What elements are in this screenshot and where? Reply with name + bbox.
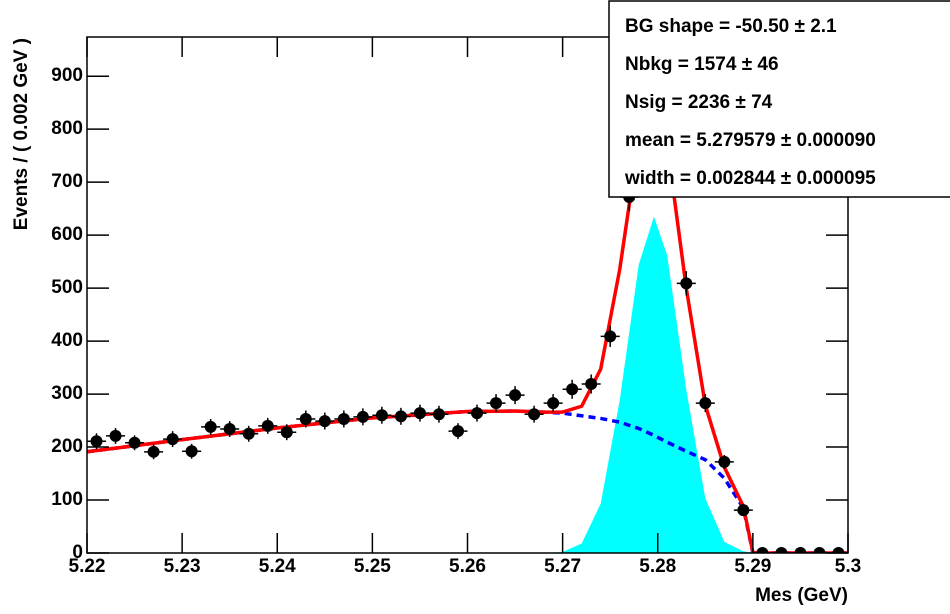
data-point <box>794 547 807 553</box>
data-point <box>223 423 236 436</box>
y-tick-label: 600 <box>51 224 83 245</box>
data-point <box>547 397 560 410</box>
x-tick-label: 5.22 <box>69 556 106 577</box>
data-point <box>299 412 312 425</box>
stats-line: mean = 5.279579 ± 0.000090 <box>625 130 876 151</box>
y-tick-label: 800 <box>51 118 83 139</box>
y-tick-label: 400 <box>51 330 83 351</box>
x-tick-label: 5.29 <box>734 556 771 577</box>
y-tick-label: 700 <box>51 171 83 192</box>
x-tick-label: 5.28 <box>639 556 676 577</box>
data-point <box>680 277 693 290</box>
data-point <box>471 407 484 420</box>
stats-line: width = 0.002844 ± 0.000095 <box>624 168 876 189</box>
data-point <box>528 408 541 421</box>
y-tick-label: 300 <box>51 383 83 404</box>
x-tick-label: 5.24 <box>259 556 296 577</box>
x-tick-label: 5.25 <box>354 556 391 577</box>
data-point <box>280 426 293 439</box>
data-point <box>699 397 712 410</box>
data-point <box>356 410 369 423</box>
data-point <box>813 547 826 553</box>
data-point <box>337 412 350 425</box>
data-point <box>375 409 388 422</box>
data-point <box>147 445 160 458</box>
data-point <box>490 397 503 410</box>
y-tick-label: 100 <box>51 489 83 510</box>
data-point <box>261 419 274 432</box>
x-tick-label: 5.26 <box>449 556 486 577</box>
data-point <box>718 455 731 468</box>
x-tick-label: 5.3 <box>835 556 861 577</box>
data-point <box>204 420 217 433</box>
data-point <box>604 330 617 343</box>
data-point <box>756 547 769 553</box>
stats-box <box>608 0 950 198</box>
x-axis-label: Mes (GeV) <box>755 585 848 606</box>
y-axis-label: Events / ( 0.002 GeV ) <box>11 38 32 230</box>
x-tick-label: 5.27 <box>544 556 581 577</box>
data-point <box>451 425 464 438</box>
data-point <box>318 415 331 428</box>
data-point <box>737 504 750 517</box>
signal-area <box>87 216 848 553</box>
data-point <box>432 408 445 421</box>
y-tick-label: 200 <box>51 436 83 457</box>
plot-area <box>87 63 848 553</box>
data-point <box>413 407 426 420</box>
data-point <box>166 433 179 446</box>
data-point <box>128 436 141 449</box>
data-point <box>832 547 845 553</box>
data-point <box>242 427 255 440</box>
stats-line: Nsig = 2236 ± 74 <box>625 92 773 113</box>
data-point <box>775 547 788 553</box>
data-point <box>394 410 407 423</box>
y-tick-label: 900 <box>51 65 83 86</box>
data-point <box>509 389 522 402</box>
stats-line: BG shape = -50.50 ± 2.1 <box>625 16 837 37</box>
x-tick-label: 5.23 <box>164 556 201 577</box>
data-point <box>90 435 103 448</box>
y-tick-label: 0 <box>72 542 83 563</box>
data-point <box>566 383 579 396</box>
data-point <box>109 429 122 442</box>
y-tick-label: 500 <box>51 277 83 298</box>
data-point <box>185 445 198 458</box>
data-point <box>585 378 598 391</box>
stats-line: Nbkg = 1574 ± 46 <box>625 54 779 75</box>
